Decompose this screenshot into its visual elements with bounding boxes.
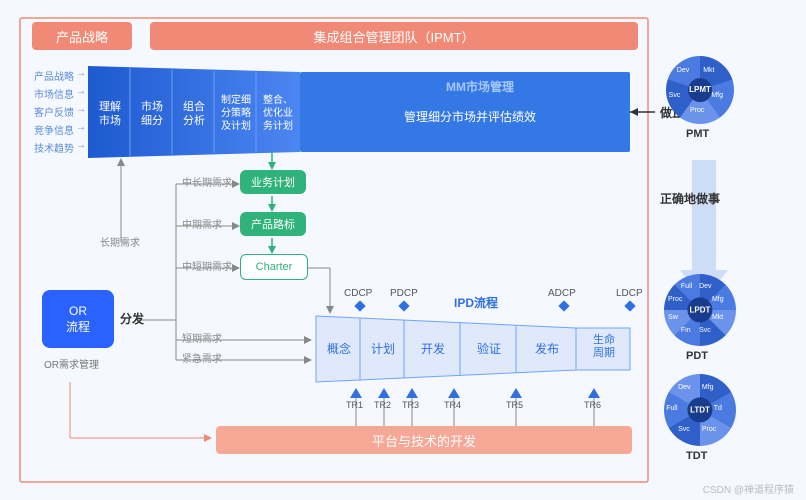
tr-4: TR5 bbox=[506, 400, 523, 410]
input-2: 客户反馈 bbox=[34, 104, 74, 119]
ipd-stage-1: 计划 bbox=[364, 340, 402, 357]
label-do-thing-right: 正确地做事 bbox=[660, 190, 720, 207]
wheel-seg: Full bbox=[681, 283, 692, 290]
wheel-seg: Mkt bbox=[703, 67, 714, 74]
ipd-stage-4: 发布 bbox=[522, 340, 572, 357]
req-5: 紧急需求 bbox=[182, 350, 222, 365]
ipd-stage-5: 生命周期 bbox=[580, 334, 628, 360]
ipd-stage-0: 概念 bbox=[320, 340, 358, 357]
or-box: OR 流程 bbox=[42, 290, 114, 348]
tr-3: TR4 bbox=[444, 400, 461, 410]
wheel-caption-2: TDT bbox=[686, 450, 707, 462]
or-caption: OR需求管理 bbox=[44, 356, 99, 371]
wheel-seg: Proc bbox=[702, 426, 716, 433]
wheel-lpdt: DevMfg MktSvc FinSw Proc Full LPDT bbox=[664, 274, 736, 346]
wheel-center: LTDT bbox=[687, 397, 712, 422]
wheel-seg: Proc bbox=[668, 296, 682, 303]
input-arrow-0: → bbox=[76, 68, 86, 79]
header-left: 产品战略 bbox=[32, 22, 132, 50]
gate-3: LDCP bbox=[616, 288, 643, 299]
input-arrow-2: → bbox=[76, 104, 86, 115]
wheel-seg: Svc bbox=[678, 426, 690, 433]
tr-2: TR3 bbox=[402, 400, 419, 410]
or-line1: OR bbox=[69, 304, 87, 318]
watermark: CSDN @禅道程序猿 bbox=[703, 481, 794, 496]
mm-title: MM市场管理 bbox=[380, 78, 580, 95]
tr-5: TR6 bbox=[584, 400, 601, 410]
funnel-cell-1: 市场细分 bbox=[134, 100, 170, 129]
or-side: 分发 bbox=[120, 310, 144, 327]
wheel-caption-1: PDT bbox=[686, 350, 708, 362]
box-biz-plan: 业务计划 bbox=[240, 170, 306, 194]
req-4: 短期需求 bbox=[182, 330, 222, 345]
wheel-seg: Svc bbox=[669, 92, 681, 99]
funnel-cell-4: 整合、优化业务计划 bbox=[258, 94, 298, 133]
wheel-center: LPMT bbox=[688, 78, 712, 102]
or-line2: 流程 bbox=[66, 318, 90, 335]
wheel-seg: Mfg bbox=[712, 296, 724, 303]
funnel-cell-0: 理解市场 bbox=[92, 100, 128, 129]
input-arrow-4: → bbox=[76, 140, 86, 151]
wheel-seg: Dev bbox=[678, 384, 690, 391]
wheel-seg: Proc bbox=[690, 107, 704, 114]
wheel-seg: Sw bbox=[668, 314, 678, 321]
box-charter: Charter bbox=[240, 254, 308, 280]
tr-0: TR1 bbox=[346, 400, 363, 410]
input-arrow-1: → bbox=[76, 86, 86, 97]
req-2: 中期需求 bbox=[182, 216, 222, 231]
wheel-seg: Td bbox=[714, 405, 722, 412]
input-1: 市场信息 bbox=[34, 86, 74, 101]
input-arrow-3: → bbox=[76, 122, 86, 133]
wheel-ltdt: Mfg Td Proc Svc Full Dev LTDT bbox=[664, 374, 736, 446]
input-3: 竞争信息 bbox=[34, 122, 74, 137]
input-4: 技术趋势 bbox=[34, 140, 74, 155]
ipd-stage-2: 开发 bbox=[410, 340, 456, 357]
wheel-center: LPDT bbox=[687, 297, 712, 322]
header-right: 集成组合管理团队（IPMT） bbox=[150, 22, 638, 50]
ipd-title: IPD流程 bbox=[454, 294, 498, 311]
ipd-stage-3: 验证 bbox=[466, 340, 512, 357]
input-0: 产品战略 bbox=[34, 68, 74, 83]
req-0: 长期需求 bbox=[100, 234, 140, 249]
bottom-bar: 平台与技术的开发 bbox=[216, 426, 632, 454]
wheel-seg: Mkt bbox=[712, 314, 723, 321]
wheel-lpmt: Mkt Mfg Proc Svc Dev LPMT bbox=[666, 56, 734, 124]
box-roadmap: 产品路标 bbox=[240, 212, 306, 236]
funnel-cell-2: 组合分析 bbox=[176, 100, 212, 129]
mm-subtitle: 管理细分市场并评估绩效 bbox=[330, 108, 610, 125]
gate-1: PDCP bbox=[390, 288, 418, 299]
wheel-seg: Mfg bbox=[711, 92, 723, 99]
wheel-seg: Mfg bbox=[702, 384, 714, 391]
req-3: 中短期需求 bbox=[182, 258, 232, 273]
diagram-stage: 产品战略 集成组合管理团队（IPMT） bbox=[0, 0, 806, 500]
wheel-caption-0: PMT bbox=[686, 128, 709, 140]
gate-2: ADCP bbox=[548, 288, 576, 299]
wheel-seg: Dev bbox=[677, 67, 689, 74]
wheel-seg: Fin bbox=[681, 327, 691, 334]
wheel-seg: Dev bbox=[699, 283, 711, 290]
req-1: 中长期需求 bbox=[182, 174, 232, 189]
wheel-seg: Full bbox=[666, 405, 677, 412]
tr-1: TR2 bbox=[374, 400, 391, 410]
gate-0: CDCP bbox=[344, 288, 372, 299]
funnel-cell-3: 制定细分策略及计划 bbox=[216, 94, 256, 133]
wheel-seg: Svc bbox=[699, 327, 711, 334]
